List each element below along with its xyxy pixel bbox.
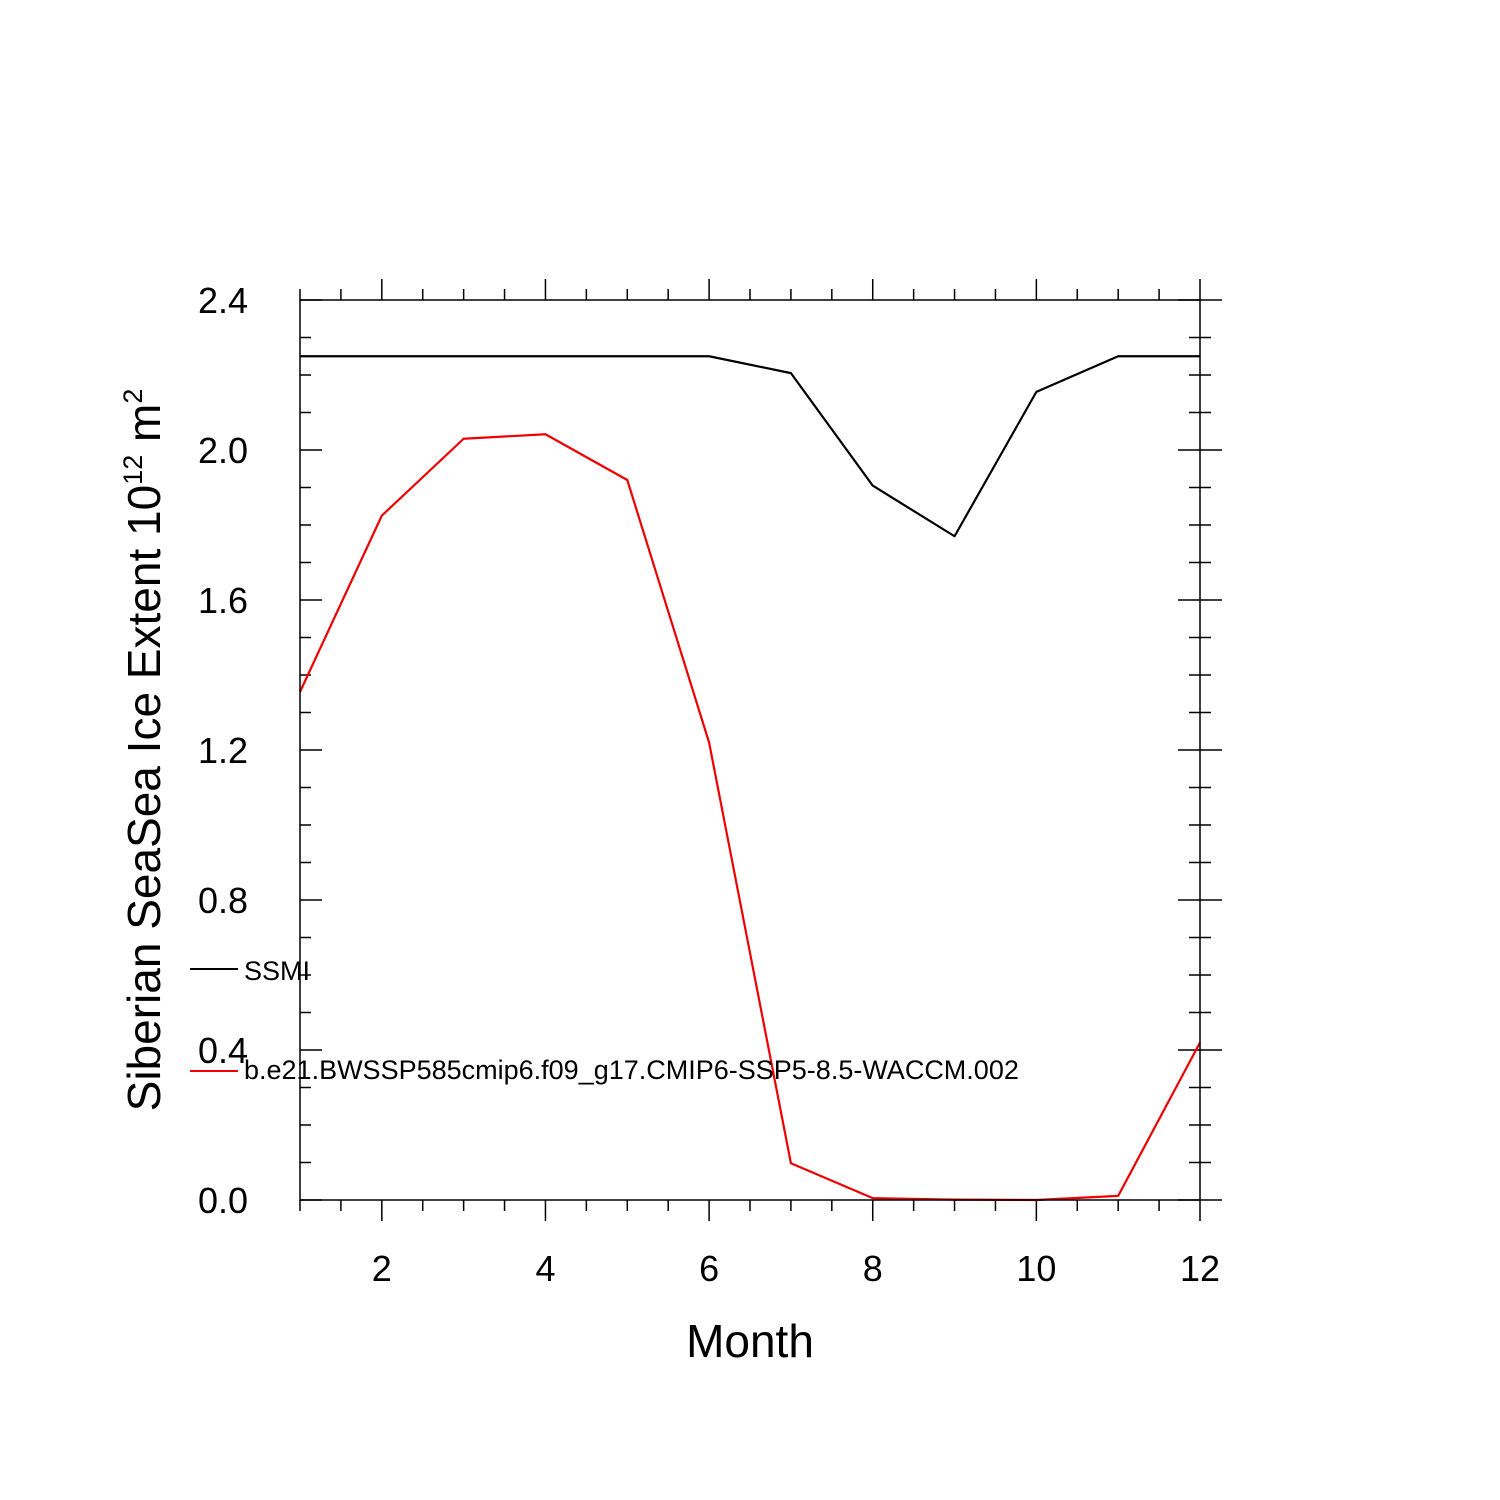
y-tick-label: 1.2	[198, 730, 248, 771]
y-axis-title-unit: m	[118, 404, 170, 455]
series-line-1	[299, 433, 1201, 1202]
x-tick-labels: 2 4 6 8 10 12	[372, 1248, 1220, 1289]
x-tick-label: 8	[863, 1248, 883, 1289]
y-tick-label: 0.8	[198, 880, 248, 921]
y-axis-title-exponent-1: 12	[118, 455, 148, 485]
y-tick-label: 2.4	[198, 280, 248, 321]
y-tick-label: 2.0	[198, 430, 248, 471]
y-axis-title-prefix: Siberian SeaSea Ice Extent 10	[118, 485, 170, 1112]
x-tick-label: 10	[1016, 1248, 1056, 1289]
legend: SSMI b.e21.BWSSP585cmip6.f09_g17.CMIP6-S…	[190, 956, 1019, 1085]
y-tick-labels: 0.0 0.4 0.8 1.2 1.6 2.0 2.4	[198, 280, 248, 1221]
y-tick-label: 0.0	[198, 1180, 248, 1221]
y-axis-title: Siberian SeaSea Ice Extent 1012 m2	[118, 389, 170, 1112]
y-tick-label: 0.4	[198, 1030, 248, 1071]
x-tick-label: 6	[699, 1248, 719, 1289]
x-tick-label: 12	[1180, 1248, 1220, 1289]
x-tick-label: 2	[372, 1248, 392, 1289]
legend-item-waccm: b.e21.BWSSP585cmip6.f09_g17.CMIP6-SSP5-8…	[190, 1055, 1019, 1085]
legend-label-ssmi: SSMI	[244, 956, 310, 986]
y-tick-label: 1.6	[198, 580, 248, 621]
x-tick-label: 4	[535, 1248, 555, 1289]
plot-frame	[299, 299, 1201, 1201]
x-axis-title: Month	[686, 1315, 814, 1367]
y-axis-title-exponent-2: 2	[118, 389, 148, 404]
legend-label-waccm: b.e21.BWSSP585cmip6.f09_g17.CMIP6-SSP5-8…	[244, 1055, 1019, 1085]
series-line-0	[300, 355, 1200, 538]
legend-item-ssmi: SSMI	[190, 956, 310, 986]
